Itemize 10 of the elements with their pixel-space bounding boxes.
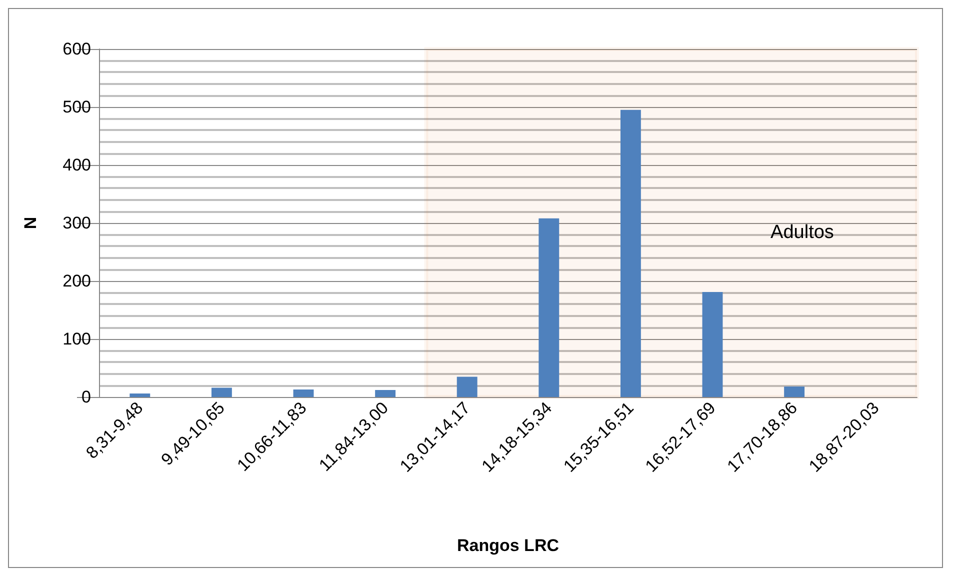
x-axis-title: Rangos LRC [457, 536, 559, 555]
y-tick-label: 100 [62, 330, 91, 348]
y-tick-label: 200 [62, 272, 91, 290]
band-label: Adultos [770, 222, 834, 243]
y-tick-label: 500 [62, 98, 91, 116]
y-axis-title: N [21, 216, 40, 230]
y-tick-label: 600 [62, 40, 91, 58]
y-tick-label: 400 [62, 156, 91, 174]
y-tick-label: 0 [82, 388, 91, 406]
y-tick-label: 300 [62, 214, 91, 232]
